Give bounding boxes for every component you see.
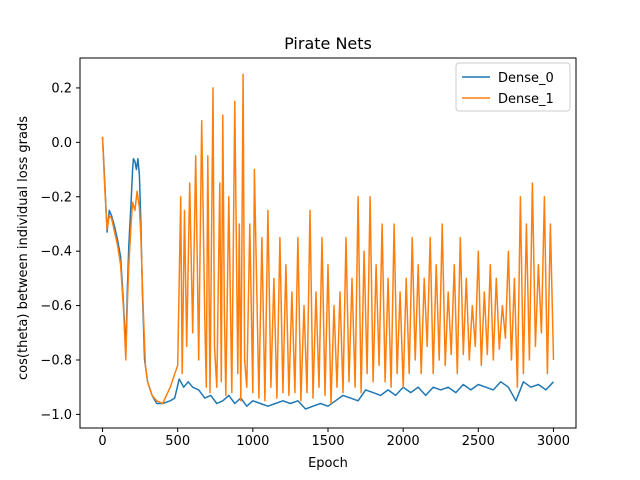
series-layer [101,73,555,410]
y-tick-label: 0.0 [51,136,72,151]
x-tick-label: 2000 [387,434,420,449]
x-tick-label: 0 [98,434,106,449]
legend-box [455,62,571,112]
legend-label: Dense_0 [498,71,554,86]
x-axis-label: Epoch [308,456,348,471]
series-line-dense-0 [101,136,555,410]
legend: Dense_0 Dense_1 [455,62,571,112]
x-tick-label: 2500 [462,434,495,449]
y-axis-label: cos(theta) between individual loss grads [16,116,31,380]
x-tick-label: 1000 [236,434,269,449]
x-tick-label: 500 [165,434,190,449]
x-tick-label: 3000 [537,434,570,449]
x-tick-label: 1500 [311,434,344,449]
y-tick-label: −0.4 [40,245,72,260]
y-tick-label: −0.8 [40,353,72,368]
y-tick-label: −0.6 [40,299,72,314]
axes-layer: 0 500 1000 1500 2000 2500 3000 −1.0 −0.8 −0.6 −0.4… [40,57,577,449]
legend-label: Dense_1 [498,92,554,107]
chart-title: Pirate Nets [284,34,372,53]
y-tick-label: −1.0 [40,408,72,423]
y-tick-label: 0.2 [51,81,72,96]
y-tick-label: −0.2 [40,190,72,205]
series-line-dense-1 [101,73,555,405]
